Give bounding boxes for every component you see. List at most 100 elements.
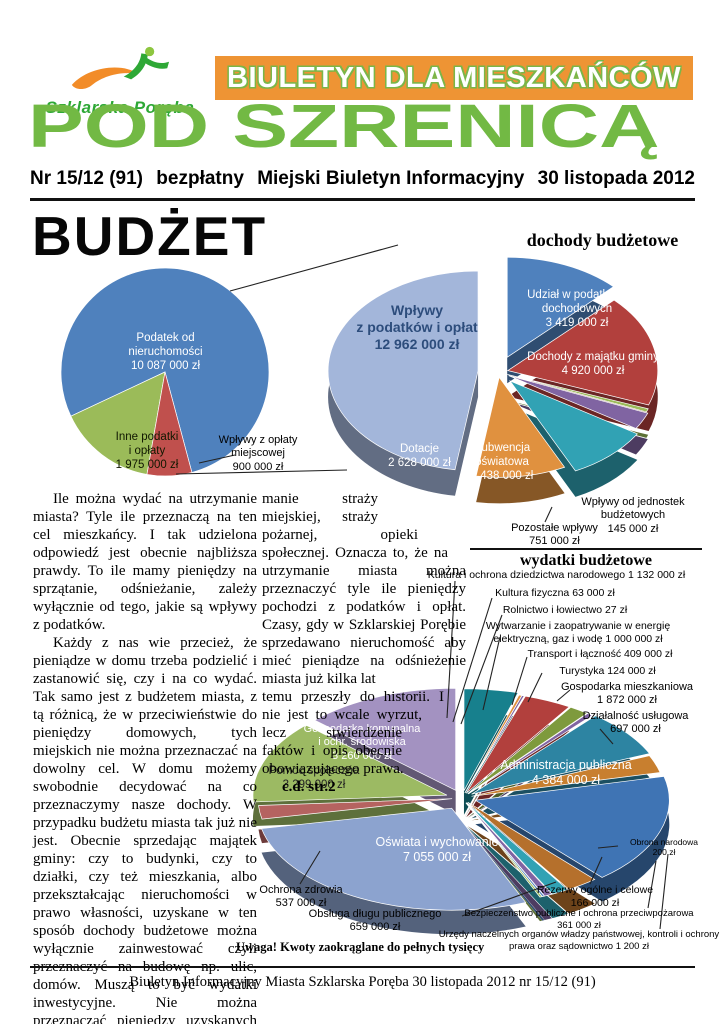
slice-amount: 3 260 000 zł — [332, 749, 392, 762]
slice-name: Wpływy od jednostek budżetowych — [581, 496, 685, 522]
slice-amount: 697 000 zł — [610, 723, 661, 736]
label-obrona-narodowa: Obrona narodowa 200 zł — [610, 837, 718, 858]
slice-name: Urzędy naczelnych organów władzy państwo… — [438, 929, 720, 952]
paragraph: temu przeszły do historii. I nie jest to… — [262, 689, 444, 777]
label-rezerwy: Rezerwy ogólne i celowe 166 000 zł — [516, 884, 674, 910]
slice-amount: 361 000 zł — [557, 919, 601, 931]
label-transport: Transport i łączność 409 000 zł — [485, 648, 715, 661]
label-oswiata: Oświata i wychowanie 7 055 000 zł — [342, 835, 532, 866]
label-podatek-od-nieruchomosci: Podatek od nieruchomości 10 087 000 zł — [88, 331, 243, 373]
revenue-pie-chart — [327, 256, 659, 504]
slice-amount: 166 000 zł — [570, 896, 620, 909]
dancer-swoosh-icon — [71, 46, 170, 90]
body-column-1: Ile można wydać na utrzymanie miasta? Ty… — [33, 490, 257, 1024]
label-wplywy-z-podatkow: Wpływy z podatków i opłat 12 962 000 zł — [328, 302, 506, 353]
slice-name: Inne podatki i opłaty — [115, 431, 179, 458]
label-obsluga-dlugu: Obsługa długu publicznego 659 000 zł — [286, 908, 464, 935]
slice-amount: 3 419 000 zł — [545, 317, 609, 330]
label-wplywy-od-jednostek: Wpływy od jednostek budżetowych 145 000 … — [568, 496, 698, 536]
slice-amount: 2 438 000 zł — [470, 470, 534, 483]
label-pozostale-wplywy: Pozostałe wpływy 751 000 zł — [502, 522, 607, 549]
label-kultura-fizyczna: Kultura fizyczna 63 000 zł — [430, 587, 680, 600]
label-oplata-miejscowa: Wpływy z opłaty miejscowej 900 000 zł — [206, 434, 310, 474]
slice-amount: 1 132 000 zł — [628, 569, 686, 581]
slice-name: Pomoc społeczna — [268, 765, 360, 777]
banner-text: BIULETYN DLA MIESZKAŃCÓW — [227, 61, 681, 94]
slice-amount: 200 zł — [652, 847, 676, 858]
slice-amount: 1 000 000 zł — [605, 632, 663, 645]
paragraph: Ile można wydać na utrzymanie miasta? Ty… — [33, 491, 257, 633]
slice-name: Transport i łączność — [527, 648, 622, 660]
slice-amount: 4 920 000 zł — [561, 365, 625, 378]
label-dzialalnosc-uslugowa: Działalność usługowa 697 000 zł — [548, 710, 723, 737]
footer-text: Biuletyn Informacyjny Miasta Szklarska P… — [129, 974, 596, 990]
label-pomoc-spoleczna: Pomoc społeczna 3 299 000 zł — [240, 764, 388, 792]
slice-amount: 659 000 zł — [349, 921, 401, 934]
slice-amount: 63 000 zł — [572, 587, 615, 599]
slice-name: Obsługa długu publicznego — [308, 908, 442, 920]
slice-amount: 409 000 zł — [624, 648, 673, 660]
slice-name: Rezerwy ogólne i celowe — [536, 884, 654, 896]
slice-name: Udział w podatkach dochodowych — [527, 289, 627, 316]
text-wrap-spacer — [444, 688, 466, 708]
leader-lines — [175, 244, 669, 930]
slice-amount: 10 087 000 zł — [130, 360, 201, 373]
slice-amount: 751 000 zł — [529, 535, 580, 548]
text-wrap-spacer — [378, 490, 466, 510]
slice-amount: 1 975 000 zł — [115, 459, 179, 472]
slice-name: Gospodarka mieszkaniowa — [560, 681, 694, 693]
bulletin-subtitle: Miejski Biuletyn Informacyjny — [257, 168, 525, 189]
slice-name: Subwencja oświatowa — [473, 442, 531, 469]
slice-name: Gospodarka komunalna i ochr. środowiska — [303, 723, 421, 749]
label-inne-podatki: Inne podatki i opłaty 1 975 000 zł — [92, 430, 202, 472]
label-turystyka: Turystyka 124 000 zł — [500, 665, 715, 678]
label-urzedy-naczelne: Urzędy naczelnych organów władzy państwo… — [436, 929, 722, 952]
slice-name: Wytwarzanie i zaopatrywanie w energię el… — [485, 620, 671, 645]
label-wytwarzanie-energia: Wytwarzanie i zaopatrywanie w energię el… — [452, 620, 704, 646]
expense-title-rule — [470, 548, 702, 550]
slice-name: Dotacje — [400, 443, 439, 455]
slice-name: Dochody z majątku gminy — [527, 351, 659, 363]
rounding-note: Uwaga! Kwoty zaokrąglane do pełnych tysi… — [236, 940, 485, 954]
slice-name: Wpływy z podatków i opłat — [356, 302, 478, 336]
slice-name: Ochrona zdrowia — [259, 884, 343, 896]
text-wrap-spacer — [422, 708, 466, 726]
slice-amount: 12 962 000 zł — [374, 336, 460, 353]
slice-name: Kultura i ochrona dziedzictwa narodowego — [427, 569, 626, 581]
label-dotacje: Dotacje 2 628 000 zł — [372, 442, 467, 470]
slice-name: Turystyka — [559, 665, 605, 677]
body-column-2: manie straży miejskiej, straży pożarnej,… — [262, 490, 466, 796]
article-headline: BUDŻET — [32, 205, 268, 267]
banner: BIULETYN DLA MIESZKAŃCÓW — [215, 56, 693, 100]
slice-name: Bezpieczeństwo publiczne i ochrona przec… — [464, 908, 694, 919]
label-administracja: Administracja publiczna 4 384 000 zł — [477, 758, 655, 789]
label-rolnictwo: Rolnictwo i łowiectwo 27 zł — [440, 604, 690, 617]
masthead-title: POD SZRENICĄ — [28, 92, 660, 160]
slice-name: Pozostałe wpływy — [511, 522, 598, 534]
price-label: bezpłatny — [156, 168, 244, 189]
slice-amount: 3 299 000 zł — [282, 779, 346, 792]
slice-name: Rolnictwo i łowiectwo — [502, 604, 603, 616]
footer-rule — [30, 966, 695, 968]
slice-amount: 27 zł — [604, 604, 628, 616]
slice-amount: 1 200 zł — [615, 940, 649, 952]
logo-town-name: Szklarska Poręba — [45, 98, 195, 117]
slice-amount: 7 055 000 zł — [402, 850, 472, 865]
paragraph: Każdy z nas wie przecież, że pieniądze w… — [33, 635, 257, 1024]
text-wrap-spacer — [402, 726, 466, 744]
revenue-chart-title: dochody budżetowe — [526, 230, 679, 250]
paragraph: manie straży miejskiej, straży pożarnej,… — [262, 491, 466, 687]
label-udzial-w-podatkach: Udział w podatkach dochodowych 3 419 000… — [506, 288, 648, 330]
slice-amount: 537 000 zł — [275, 897, 327, 910]
issue-row: Nr 15/12 (91) bezpłatny Miejski Biuletyn… — [30, 168, 695, 190]
label-subwencja: Subwencja oświatowa 2 438 000 zł — [452, 441, 552, 483]
slice-name: Obrona narodowa — [629, 837, 699, 847]
slice-amount: 4 384 000 zł — [531, 773, 601, 788]
slice-name: Administracja publiczna — [500, 758, 632, 772]
slice-amount: 1 872 000 zł — [597, 694, 657, 707]
issue-number: Nr 15/12 (91) — [30, 168, 144, 189]
label-ochrona-zdrowia: Ochrona zdrowia 537 000 zł — [245, 884, 357, 911]
text-wrap-spacer — [448, 532, 466, 552]
slice-amount: 145 000 zł — [607, 522, 659, 535]
